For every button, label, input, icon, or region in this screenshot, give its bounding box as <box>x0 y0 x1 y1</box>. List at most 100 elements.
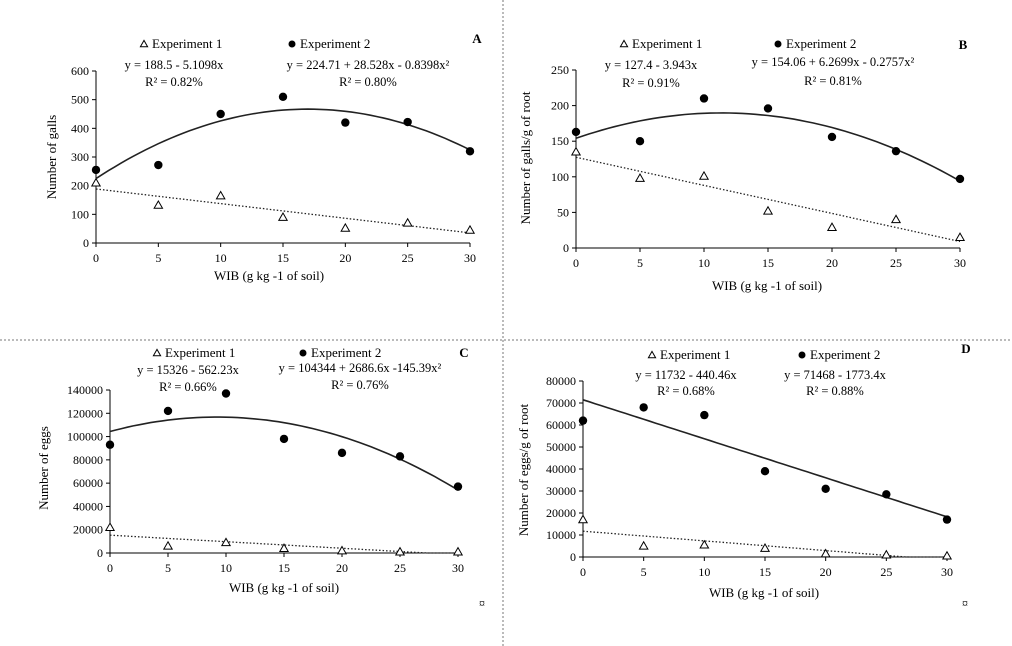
chart-panel-b: 0 50 100 150 200 250 0 5 10 15 20 25 30 WIB (g kg -1 … <box>518 36 968 293</box>
data-point <box>699 539 710 549</box>
legend-entry: Experiment 2 <box>798 347 880 362</box>
x-tick-label: 30 <box>464 251 476 265</box>
y-tick-label: 200 <box>551 99 569 113</box>
trend-line <box>95 108 471 180</box>
r-squared-label: R² = 0.80% <box>339 75 397 89</box>
data-point <box>941 550 953 560</box>
trend-line <box>582 399 948 518</box>
data-point <box>464 224 476 234</box>
data-point <box>699 94 709 103</box>
chart-panel-a: 0 100 200 300 400 500 600 0 5 10 15 20 25 30 WIB (g kg… <box>44 31 482 283</box>
x-tick-label: 0 <box>573 256 579 270</box>
data-point <box>577 514 589 524</box>
data-point <box>578 416 588 425</box>
x-axis-title: WIB (g kg -1 of soil) <box>709 585 819 600</box>
legend-marker <box>288 40 296 48</box>
y-tick-label: 0 <box>83 236 89 250</box>
panel-letter: B <box>959 37 968 52</box>
data-point <box>638 540 649 550</box>
r-squared-label: R² = 0.76% <box>331 378 389 392</box>
series-1 <box>104 522 464 556</box>
data-point <box>820 548 831 558</box>
legend-marker <box>774 40 782 48</box>
legend-label: Experiment 1 <box>632 36 702 51</box>
y-tick-label: 0 <box>97 546 103 560</box>
data-point <box>163 406 173 416</box>
legend-entry: Experiment 2 <box>288 36 370 51</box>
r-squared-label: R² = 0.91% <box>622 76 680 90</box>
y-tick-label: 60000 <box>73 476 103 490</box>
legend-marker <box>619 39 629 48</box>
y-tick-label: 0 <box>563 241 569 255</box>
legend-label: Experiment 1 <box>165 345 235 360</box>
trend-equation: y = 71468 - 1773.4x <box>784 368 887 382</box>
legend-entry: Experiment 1 <box>619 36 702 51</box>
data-point <box>403 117 412 127</box>
data-point <box>760 467 770 476</box>
data-point <box>763 104 773 113</box>
data-point <box>698 170 710 180</box>
series-2 <box>571 94 965 184</box>
data-point <box>395 452 405 461</box>
x-tick-label: 5 <box>165 561 171 575</box>
legend-label: Experiment 2 <box>810 347 880 362</box>
chart-panel-c: 0 20000 40000 60000 80000 100000 120000 140000 0… <box>36 345 469 595</box>
data-point <box>955 174 965 184</box>
legend-entry: Experiment 2 <box>299 345 381 360</box>
data-point <box>890 214 902 224</box>
y-tick-label: 100 <box>551 170 569 184</box>
x-tick-label: 25 <box>394 561 406 575</box>
y-tick-label: 10000 <box>546 528 576 542</box>
x-tick-label: 30 <box>954 256 966 270</box>
x-tick-label: 20 <box>336 561 348 575</box>
y-tick-label: 80000 <box>73 453 103 467</box>
y-tick-label: 30000 <box>546 484 576 498</box>
y-tick-label: 40000 <box>73 499 103 513</box>
x-tick-label: 15 <box>278 561 290 575</box>
legend-entry: Experiment 2 <box>774 36 856 51</box>
series-2 <box>105 389 463 491</box>
x-tick-label: 25 <box>880 565 892 579</box>
data-point <box>826 222 838 232</box>
data-point <box>634 173 646 182</box>
data-point <box>762 205 774 215</box>
series-1 <box>90 177 476 234</box>
legend-entry: Experiment 1 <box>152 345 235 360</box>
panel-letter: D <box>961 341 970 356</box>
x-axis-title: WIB (g kg -1 of soil) <box>214 268 324 283</box>
x-tick-label: 0 <box>580 565 586 579</box>
trend-equation: y = 104344 + 2686.6x -145.39x² <box>279 361 442 375</box>
data-point <box>336 545 348 555</box>
data-point <box>104 522 116 532</box>
legend-label: Experiment 2 <box>300 36 370 51</box>
r-squared-label: R² = 0.82% <box>145 75 203 89</box>
chart-panel-d: 0 10000 20000 30000 40000 50000 60000 70000 8000… <box>516 341 971 600</box>
y-tick-label: 100 <box>71 207 89 221</box>
data-point <box>341 118 350 127</box>
data-point <box>881 549 892 559</box>
data-point <box>216 109 225 119</box>
y-tick-label: 120000 <box>67 406 103 420</box>
data-point <box>220 537 232 547</box>
x-tick-label: 10 <box>215 251 227 265</box>
data-point <box>340 222 351 232</box>
x-tick-label: 5 <box>641 565 647 579</box>
y-axis-title: Number of galls/g of root <box>518 91 533 224</box>
y-tick-label: 60000 <box>546 418 576 432</box>
y-tick-label: 0 <box>570 550 576 564</box>
x-tick-label: 30 <box>941 565 953 579</box>
data-point <box>394 546 406 556</box>
data-point <box>639 403 648 412</box>
y-tick-label: 50 <box>557 205 569 219</box>
series-1 <box>570 146 966 243</box>
legend-label: Experiment 2 <box>786 36 856 51</box>
trend-equation: y = 154.06 + 6.2699x - 0.2757x² <box>752 55 915 69</box>
legend-marker <box>798 351 806 359</box>
legend-entry: Experiment 1 <box>139 36 222 51</box>
legend-marker <box>299 349 307 357</box>
y-tick-label: 20000 <box>73 523 103 537</box>
r-squared-label: R² = 0.66% <box>159 380 217 394</box>
y-tick-label: 200 <box>71 179 89 193</box>
x-tick-label: 30 <box>452 561 464 575</box>
data-point <box>759 542 771 552</box>
